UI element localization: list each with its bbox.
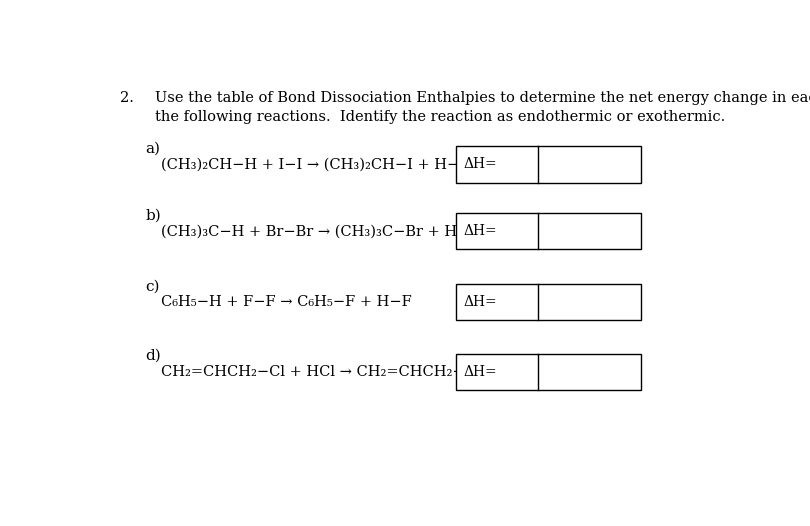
Text: c): c) — [145, 280, 160, 294]
Bar — [456, 146, 642, 183]
Text: (CH₃)₂CH−H + I−I → (CH₃)₂CH−I + H−I: (CH₃)₂CH−H + I−I → (CH₃)₂CH−I + H−I — [161, 157, 465, 171]
Text: (CH₃)₃C−H + Br−Br → (CH₃)₃C−Br + H−Br: (CH₃)₃C−H + Br−Br → (CH₃)₃C−Br + H−Br — [161, 224, 487, 238]
Text: ΔH=: ΔH= — [463, 157, 497, 171]
Bar — [456, 213, 642, 249]
Bar — [456, 353, 642, 390]
Text: C₆H₅−H + F−F → C₆H₅−F + H−F: C₆H₅−H + F−F → C₆H₅−F + H−F — [161, 295, 411, 309]
Text: b): b) — [145, 209, 161, 223]
Text: Use the table of Bond Dissociation Enthalpies to determine the net energy change: Use the table of Bond Dissociation Entha… — [155, 92, 810, 106]
Text: ΔH=: ΔH= — [463, 224, 497, 238]
Text: ΔH=: ΔH= — [463, 365, 497, 379]
Text: the following reactions.  Identify the reaction as endothermic or exothermic.: the following reactions. Identify the re… — [155, 110, 725, 124]
Text: a): a) — [145, 142, 160, 156]
Bar — [456, 284, 642, 320]
Text: d): d) — [145, 349, 161, 362]
Text: ΔH=: ΔH= — [463, 295, 497, 309]
Text: CH₂=CHCH₂−Cl + HCl → CH₂=CHCH₂−H + Cl₂: CH₂=CHCH₂−Cl + HCl → CH₂=CHCH₂−H + Cl₂ — [161, 365, 520, 379]
Text: 2.: 2. — [120, 92, 134, 106]
